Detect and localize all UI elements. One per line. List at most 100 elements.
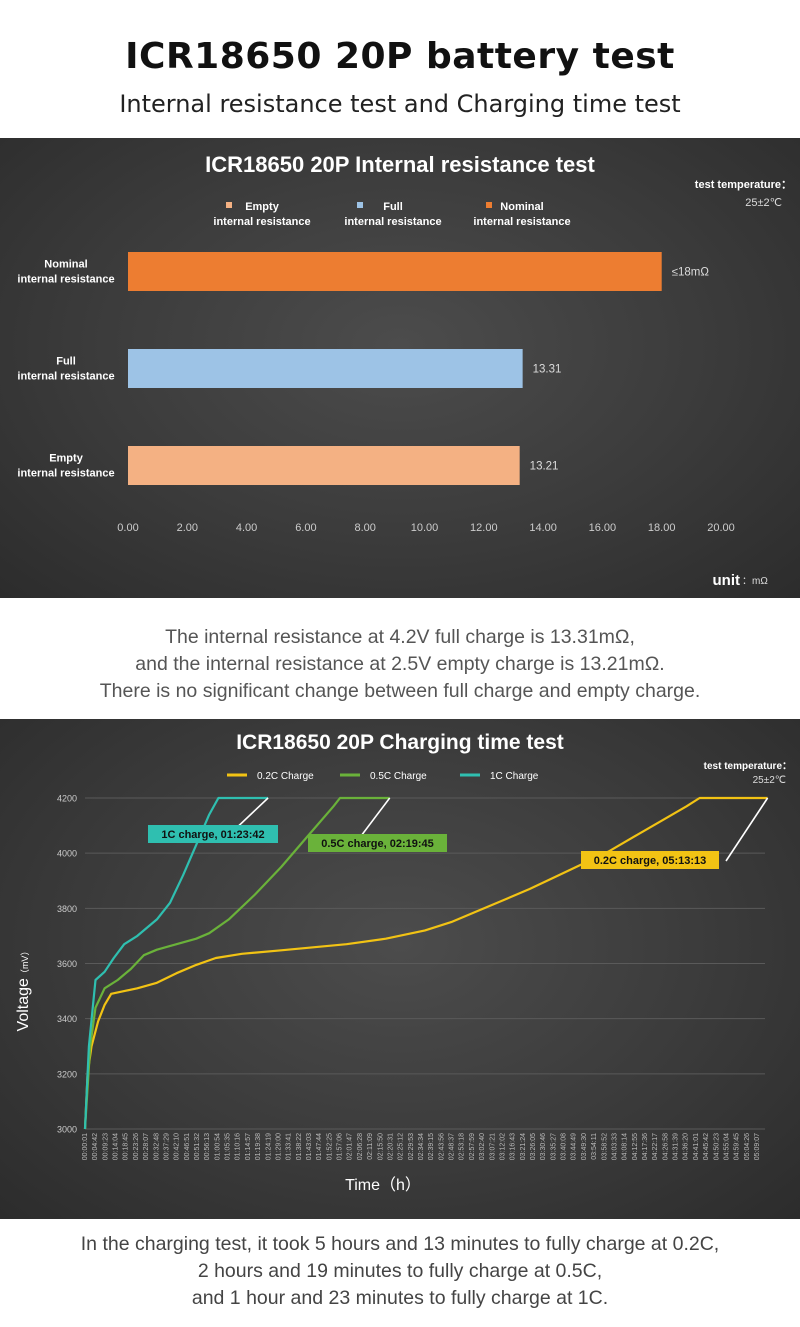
x-tick-label: 03:30:46 [540,1133,547,1160]
bar-value-label: ≤18mΩ [672,267,710,279]
x-tick-label: 04:31:39 [673,1133,680,1160]
x-tick-label: 03:07:21 [489,1133,496,1160]
x-tick-label: 03:58:52 [601,1133,608,1160]
legend-label: Empty [245,201,280,213]
x-tick-label: 00:56:13 [204,1133,211,1160]
x-tick-label: 04:17:36 [642,1133,649,1160]
x-tick-label: 00:23:26 [133,1133,140,1160]
resistance-description-line: and the internal resistance at 2.5V empt… [135,653,665,675]
x-tick-label: 8.00 [354,522,375,534]
temperature-value: 25±2℃ [745,197,782,209]
legend-swatch [357,202,363,208]
charging-description-line: In the charging test, it took 5 hours an… [80,1233,720,1255]
annotation-label: 1C charge, 01:23:42 [161,829,264,841]
annotation-box [581,851,719,869]
unit-value: ：mΩ [742,576,768,587]
header: ICR18650 20P battery test Internal resis… [0,0,800,138]
x-tick-label: 01:33:41 [286,1133,293,1160]
x-tick-label: 00:42:10 [174,1133,181,1160]
x-tick-label: 01:24:19 [265,1133,272,1160]
charging-description-line: 2 hours and 19 minutes to fully charge a… [197,1260,603,1282]
page-subtitle: Internal resistance test and Charging ti… [119,90,681,118]
x-tick-label: 01:10:16 [235,1133,242,1160]
y-axis-label-unit: （mV） [20,947,30,979]
y-axis-label: Voltage（mV） [15,947,32,1032]
series-line [83,796,269,1130]
temperature-value: 25±2℃ [753,775,786,786]
x-tick-label: 02:29:53 [408,1133,415,1160]
x-tick-label: 04:50:23 [713,1133,720,1160]
legend-label: internal resistance [473,216,570,228]
category-label: Nominal [44,259,87,271]
x-tick-label: 18.00 [648,522,676,534]
x-tick-label: 04:41:01 [693,1133,700,1160]
x-tick-label: 02:20:31 [387,1133,394,1160]
x-tick-label: 02:34:34 [418,1133,425,1160]
bar [128,349,523,388]
x-tick-label: 00:46:51 [184,1133,191,1160]
annotation-pointer [725,797,769,862]
y-tick-label: 3200 [57,1069,77,1079]
annotation-label: 0.5C charge, 02:19:45 [321,838,434,850]
x-tick-label: 03:26:05 [530,1133,537,1160]
charging-description-line: and 1 hour and 23 minutes to fully charg… [191,1287,609,1309]
x-tick-label: 04:55:04 [723,1133,730,1160]
x-tick-label: 01:52:25 [326,1133,333,1160]
x-tick-label: 02:15:50 [377,1133,384,1160]
x-tick-label: 02:39:15 [428,1133,435,1160]
legend-label: internal resistance [344,216,441,228]
category-label: internal resistance [17,468,114,480]
bar [128,446,520,485]
legend-swatch [226,202,232,208]
x-tick-label: 00:51:32 [194,1133,201,1160]
legend-label: 0.2C Charge [257,771,314,782]
legend-label: internal resistance [213,216,310,228]
x-tick-label: 00:00:01 [82,1133,89,1160]
x-tick-label: 02:53:18 [459,1133,466,1160]
y-axis-label-main: Voltage [15,978,32,1031]
x-tick-label: 02:48:37 [449,1133,456,1160]
x-tick-label: 01:38:22 [296,1133,303,1160]
x-tick-label: 03:40:08 [561,1133,568,1160]
x-tick-label: 12.00 [470,522,498,534]
y-tick-label: 4200 [57,794,77,804]
bar-value-label: 13.21 [530,461,559,473]
x-tick-label: 14.00 [529,522,557,534]
x-tick-label: 00:04:42 [92,1133,99,1160]
x-tick-label: 03:12:02 [499,1133,506,1160]
x-tick-label: 00:18:45 [123,1133,130,1160]
x-tick-label: 04:59:45 [734,1133,741,1160]
y-tick-label: 3600 [57,959,77,969]
temperature-label: test temperature： [704,761,792,772]
x-tick-label: 01:00:54 [214,1133,221,1160]
legend-swatch [486,202,492,208]
charging-description: In the charging test, it took 5 hours an… [0,1231,800,1312]
x-tick-label: 04:22:17 [652,1133,659,1160]
x-tick-label: 01:43:03 [306,1133,313,1160]
category-label: internal resistance [17,274,114,286]
x-tick-label: 03:21:24 [520,1133,527,1160]
x-tick-label: 16.00 [589,522,617,534]
resistance-description-line: There is no significant change between f… [99,680,701,702]
x-tick-label: 02:57:59 [469,1133,476,1160]
x-tick-label: 00:37:29 [163,1133,170,1160]
chart-title: ICR18650 20P Internal resistance test [205,152,595,177]
category-label: Empty [49,453,84,465]
bar [128,252,662,291]
x-tick-label: 02:01:47 [347,1133,354,1160]
x-tick-label: 6.00 [295,522,316,534]
legend-label: 1C Charge [490,771,539,782]
y-tick-label: 4000 [57,849,77,859]
x-tick-label: 03:16:43 [510,1133,517,1160]
x-tick-label: 02:43:56 [438,1133,445,1160]
x-tick-label: 03:44:49 [571,1133,578,1160]
series-line [83,796,390,1130]
unit-label: unit [713,572,741,589]
x-tick-label: 04:12:55 [632,1133,639,1160]
x-tick-label: 04:36:20 [683,1133,690,1160]
x-tick-label: 01:05:35 [225,1133,232,1160]
resistance-description-line: The internal resistance at 4.2V full cha… [165,626,635,648]
resistance-chart-panel: ICR18650 20P Internal resistance test tes… [0,138,800,598]
x-tick-label: 2.00 [177,522,198,534]
x-tick-label: 04:45:42 [703,1133,710,1160]
